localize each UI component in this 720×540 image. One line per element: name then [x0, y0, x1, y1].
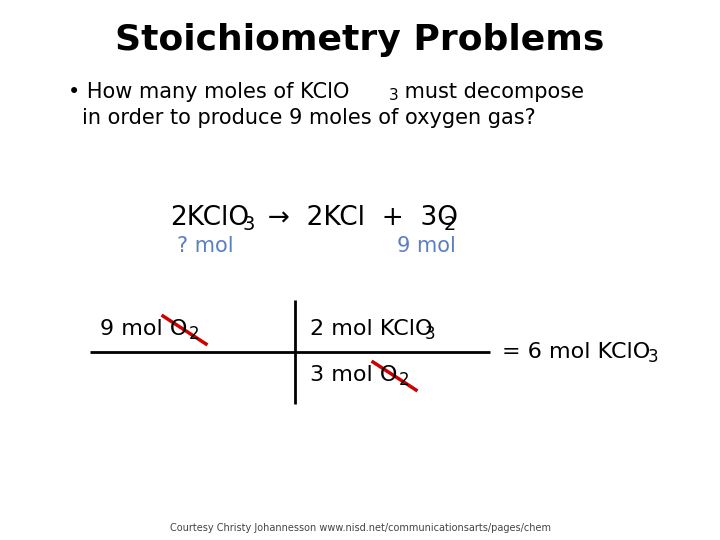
Text: 2KClO: 2KClO [170, 205, 249, 231]
Text: ? mol: ? mol [176, 236, 233, 256]
Text: 3 mol O: 3 mol O [310, 365, 397, 385]
Text: • How many moles of KClO: • How many moles of KClO [68, 82, 349, 102]
Text: →  2KCl  +  3O: → 2KCl + 3O [251, 205, 458, 231]
Text: 2 mol KClO: 2 mol KClO [310, 319, 433, 339]
Text: 3: 3 [242, 214, 254, 233]
Text: 2: 2 [399, 371, 410, 389]
Text: Stoichiometry Problems: Stoichiometry Problems [115, 23, 605, 57]
Text: must decompose: must decompose [398, 82, 584, 102]
Text: 3: 3 [389, 89, 399, 104]
Text: in order to produce 9 moles of oxygen gas?: in order to produce 9 moles of oxygen ga… [82, 108, 536, 128]
Text: 3: 3 [648, 348, 659, 366]
Text: = 6 mol KClO: = 6 mol KClO [502, 342, 650, 362]
Text: 9 mol O: 9 mol O [100, 319, 187, 339]
Text: 2: 2 [444, 214, 456, 233]
Text: Courtesy Christy Johannesson www.nisd.net/communicationsarts/pages/chem: Courtesy Christy Johannesson www.nisd.ne… [169, 523, 551, 533]
Text: 2: 2 [189, 325, 199, 343]
Text: 9 mol: 9 mol [397, 236, 456, 256]
Text: 3: 3 [425, 325, 436, 343]
